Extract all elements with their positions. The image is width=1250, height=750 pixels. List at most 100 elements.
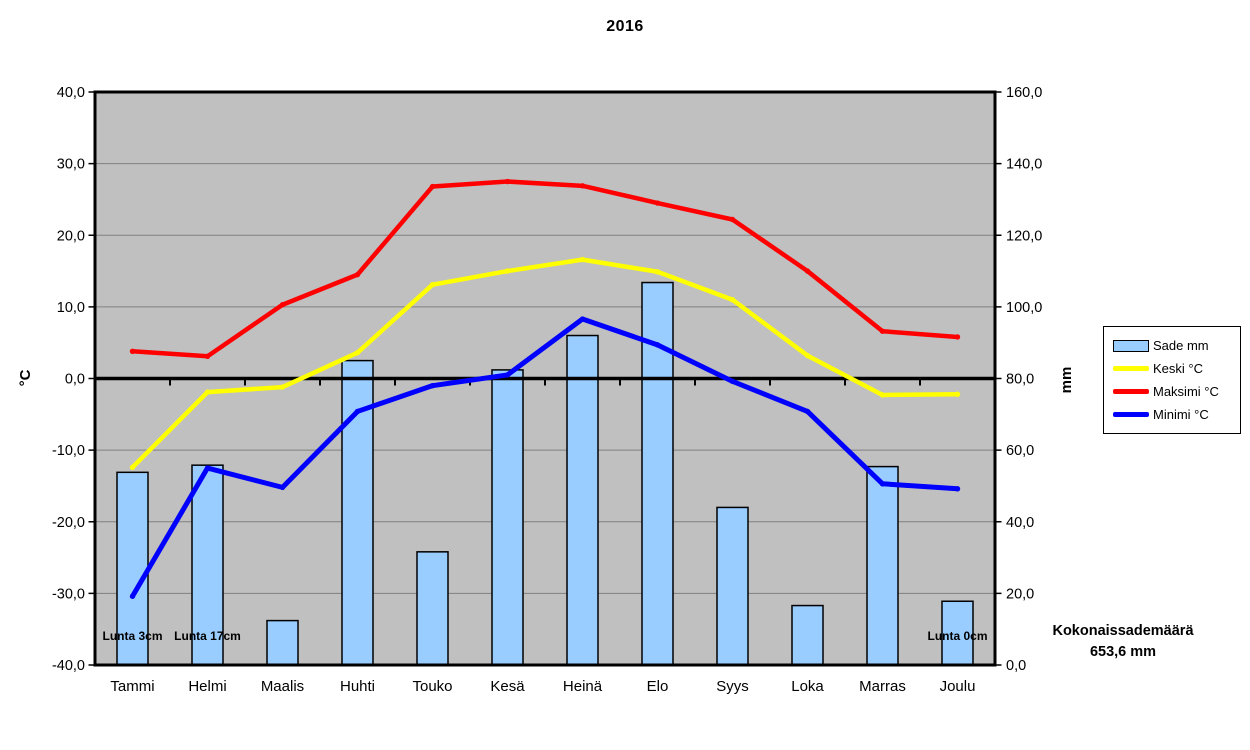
- marker-Keski °C-Touko: [429, 281, 436, 288]
- marker-Minimi °C-Elo: [654, 342, 661, 348]
- right-axis-title: mm: [1058, 367, 1075, 394]
- marker-Minimi °C-Loka: [804, 408, 811, 415]
- month-label-Marras: Marras: [859, 678, 906, 695]
- month-label-Touko: Touko: [412, 678, 452, 695]
- marker-Keski °C-Heinä: [579, 256, 586, 263]
- bar-Loka: [791, 604, 824, 666]
- legend-line-swatch: [1113, 412, 1149, 417]
- total-precipitation-value: 653,6 mm: [1089, 644, 1157, 661]
- marker-Minimi °C-Heinä: [579, 316, 586, 322]
- left-tick-label: 20,0: [57, 228, 85, 244]
- right-tick-label: 120,0: [1006, 228, 1042, 244]
- legend-bar-swatch: [1113, 339, 1149, 352]
- left-tick-label: -20,0: [52, 515, 85, 531]
- marker-Keski °C-Marras: [879, 392, 886, 398]
- marker-Keski °C-Huhti: [354, 350, 361, 356]
- bar-Syys: [716, 506, 749, 666]
- annotation-Helmi: Lunta 17cm: [174, 629, 241, 643]
- right-tick-label: 40,0: [1006, 515, 1034, 531]
- legend-item-Keski °C: Keski °C: [1113, 357, 1240, 380]
- marker-Keski °C-Kesä: [504, 268, 511, 274]
- marker-Maksimi °C-Joulu: [954, 334, 961, 340]
- marker-Minimi °C-Huhti: [354, 408, 361, 415]
- left-tick-label: -30,0: [52, 586, 85, 602]
- marker-Keski °C-Loka: [804, 352, 811, 359]
- plot-border: [93, 90, 997, 667]
- total-precipitation-label: Kokonaissademäärä 653,6 mm: [1028, 621, 1218, 663]
- month-label-Joulu: Joulu: [940, 678, 976, 695]
- right-tick-label: 0,0: [1006, 658, 1026, 674]
- month-label-Maalis: Maalis: [261, 678, 304, 695]
- legend-line-swatch: [1113, 389, 1149, 394]
- legend-line-swatch: [1113, 366, 1149, 371]
- legend-label: Maksimi °C: [1153, 384, 1219, 399]
- annotation-Joulu: Lunta 0cm: [927, 629, 987, 643]
- left-tick-label: -40,0: [52, 658, 85, 674]
- marker-Minimi °C-Helmi: [204, 465, 211, 471]
- marker-Maksimi °C-Tammi: [129, 348, 136, 354]
- line-Keski °C: [130, 257, 960, 470]
- line-Maksimi °C: [130, 179, 960, 359]
- marker-Minimi °C-Kesä: [504, 372, 511, 378]
- marker-Maksimi °C-Huhti: [354, 271, 361, 278]
- left-tick-label: 10,0: [57, 300, 85, 316]
- left-tick-label: 30,0: [57, 157, 85, 173]
- left-axis-title: °C: [17, 369, 34, 386]
- legend-item-Sade mm: Sade mm: [1113, 334, 1240, 357]
- left-tick-label: 0,0: [65, 372, 85, 388]
- marker-Minimi °C-Touko: [429, 382, 436, 389]
- legend-item-Maksimi °C: Maksimi °C: [1113, 380, 1240, 403]
- right-tick-label: 100,0: [1006, 300, 1042, 316]
- legend-label: Keski °C: [1153, 361, 1203, 376]
- month-label-Huhti: Huhti: [340, 678, 375, 695]
- legend-label: Minimi °C: [1153, 407, 1209, 422]
- legend-item-Minimi °C: Minimi °C: [1113, 403, 1240, 426]
- month-label-Tammi: Tammi: [110, 678, 154, 695]
- marker-Keski °C-Syys: [729, 297, 736, 303]
- marker-Minimi °C-Joulu: [954, 486, 961, 492]
- left-tick-label: -10,0: [52, 443, 85, 459]
- annotation-Tammi: Lunta 3cm: [102, 629, 162, 643]
- marker-Minimi °C-Tammi: [129, 593, 136, 599]
- right-tick-label: 20,0: [1006, 586, 1034, 602]
- marker-Maksimi °C-Heinä: [579, 183, 586, 189]
- legend-label: Sade mm: [1153, 338, 1209, 353]
- month-label-Heinä: Heinä: [563, 678, 603, 695]
- left-tick-label: 40,0: [57, 85, 85, 101]
- bar-Tammi: [116, 471, 149, 666]
- marker-Maksimi °C-Maalis: [279, 302, 286, 308]
- month-label-Helmi: Helmi: [188, 678, 226, 695]
- month-label-Loka: Loka: [791, 678, 824, 695]
- month-label-Kesä: Kesä: [490, 678, 525, 695]
- marker-Keski °C-Tammi: [129, 464, 136, 471]
- right-tick-label: 140,0: [1006, 157, 1042, 173]
- marker-Minimi °C-Marras: [879, 481, 886, 487]
- right-tick-label: 160,0: [1006, 85, 1042, 101]
- month-label-Elo: Elo: [647, 678, 669, 695]
- line-Minimi °C: [130, 316, 960, 599]
- marker-Keski °C-Maalis: [279, 384, 286, 390]
- marker-Maksimi °C-Kesä: [504, 178, 511, 185]
- marker-Maksimi °C-Helmi: [204, 353, 211, 359]
- marker-Minimi °C-Maalis: [279, 484, 286, 491]
- marker-Maksimi °C-Touko: [429, 183, 436, 190]
- marker-Keski °C-Joulu: [954, 391, 961, 397]
- marker-Minimi °C-Syys: [729, 378, 736, 385]
- bar-Kesä: [491, 369, 524, 666]
- marker-Maksimi °C-Elo: [654, 200, 661, 206]
- right-tick-label: 60,0: [1006, 443, 1034, 459]
- bar-Joulu: [941, 600, 974, 666]
- bar-Touko: [416, 551, 449, 666]
- bar-Maalis: [266, 619, 299, 666]
- chart-title: 2016: [606, 18, 644, 35]
- marker-Keski °C-Elo: [654, 269, 661, 275]
- marker-Maksimi °C-Syys: [729, 216, 736, 223]
- month-label-Syys: Syys: [716, 678, 749, 695]
- bar-Heinä: [566, 334, 599, 666]
- marker-Maksimi °C-Marras: [879, 328, 886, 334]
- marker-Keski °C-Helmi: [204, 389, 211, 395]
- total-precipitation-title: Kokonaissademäärä: [1052, 623, 1194, 639]
- marker-Maksimi °C-Loka: [804, 268, 811, 274]
